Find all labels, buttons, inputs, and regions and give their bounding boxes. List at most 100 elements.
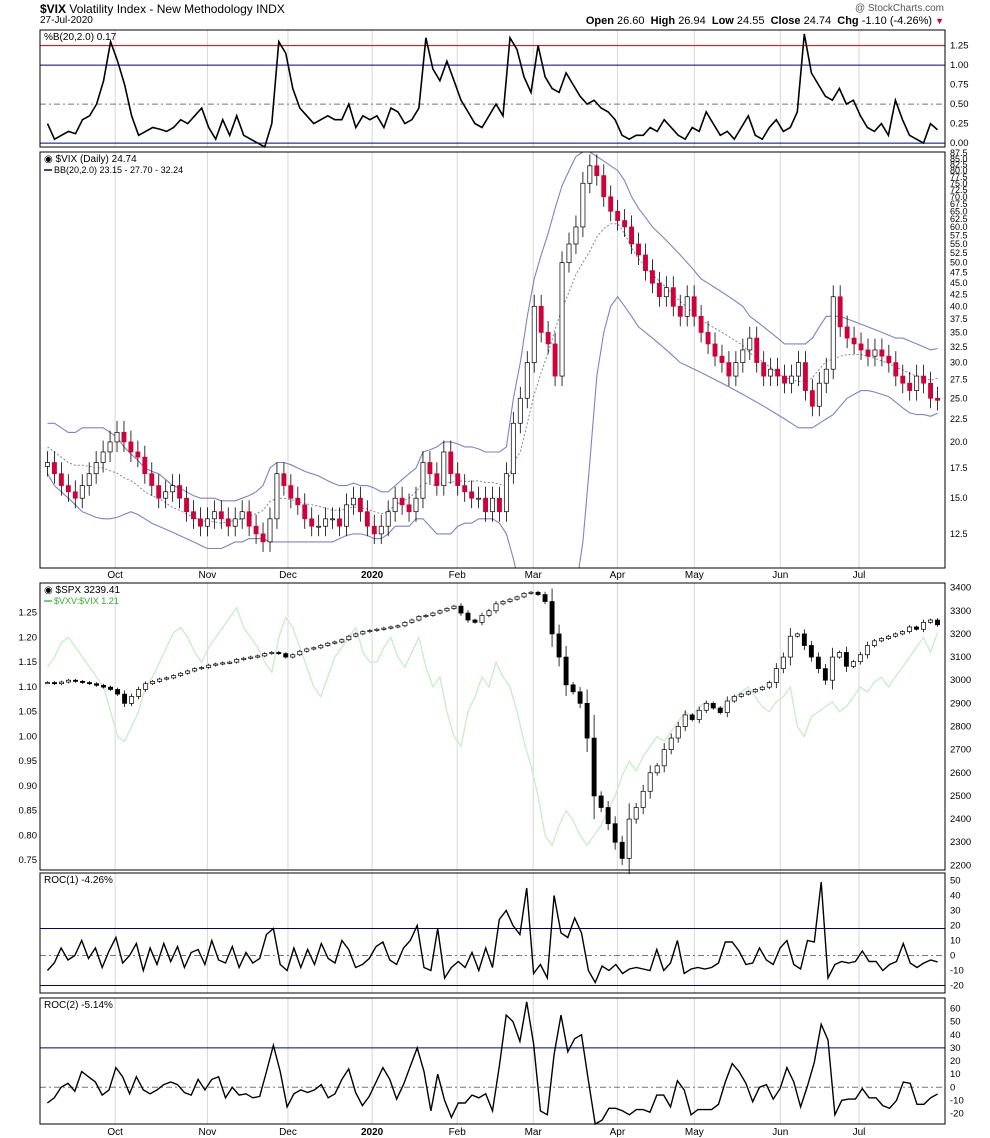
candle-up <box>269 652 275 654</box>
candle-down <box>371 525 377 535</box>
x-axis-label: Apr <box>610 570 626 581</box>
candle-up <box>696 709 702 720</box>
candle-down <box>782 375 787 384</box>
candle-down <box>935 397 940 401</box>
candle-up <box>524 362 530 399</box>
candle-up <box>150 681 156 685</box>
vix-panel-frame <box>39 151 946 569</box>
candle-up <box>318 645 324 649</box>
candle-up <box>823 368 829 384</box>
low-label: Low <box>711 15 734 27</box>
candle-up <box>794 633 800 637</box>
candle-up <box>675 726 681 739</box>
candle-down <box>689 714 695 720</box>
candle-up <box>171 675 177 679</box>
candle-up <box>211 511 217 520</box>
candle-up <box>267 518 273 543</box>
chg-value: -1.10 (-4.26%) <box>861 15 933 27</box>
candle-down <box>619 841 625 859</box>
axis-tick-label: 30 <box>950 906 961 917</box>
candle-up <box>344 504 349 527</box>
candle-down <box>608 196 614 212</box>
candle-down <box>472 619 478 623</box>
candle-down <box>142 456 148 475</box>
axis-tick-label: 50.0 <box>950 258 968 268</box>
candle-up <box>531 305 537 363</box>
axis-tick-label-right: 3400 <box>950 583 971 594</box>
candle-down <box>535 591 541 595</box>
candle-up <box>100 451 106 463</box>
roc1-panel-frame <box>39 872 946 994</box>
candle-up <box>864 645 870 656</box>
candle-up <box>914 375 920 391</box>
candle-up <box>640 790 646 808</box>
candle-up <box>731 696 737 702</box>
axis-tick-label-right: 2700 <box>950 745 971 756</box>
candle-up <box>587 165 593 184</box>
candle-up <box>633 807 639 820</box>
candle-up <box>493 603 499 612</box>
candle-up <box>409 619 415 623</box>
candle-up <box>682 714 688 727</box>
spx-panel-frame <box>39 582 946 871</box>
candle-down <box>253 525 259 535</box>
candle-up <box>350 497 356 506</box>
axis-tick-label: 27.5 <box>950 375 968 385</box>
x-axis-label-bottom: Dec <box>279 1127 297 1138</box>
candle-up <box>733 362 739 377</box>
x-axis-label-bottom: Oct <box>107 1127 123 1138</box>
candle-up <box>451 605 457 609</box>
axis-tick-label: 75.0 <box>950 178 968 188</box>
candle-down <box>914 626 919 630</box>
candle-down <box>717 707 723 713</box>
candle-down <box>615 210 621 221</box>
candle-down <box>822 668 828 681</box>
candle-up <box>740 349 746 363</box>
axis-tick-label: 55.0 <box>950 239 968 249</box>
candle-up <box>476 497 482 500</box>
axis-tick-label: 42.5 <box>950 289 968 299</box>
axis-tick-label: 1.25 <box>950 41 969 52</box>
axis-tick-label: 50 <box>950 876 961 887</box>
ratio-legend: $VXV:$VIX 1.21 <box>54 596 119 606</box>
candle-up <box>232 518 238 527</box>
candle-up <box>234 659 240 663</box>
candle-down <box>761 362 767 377</box>
candle-down <box>545 332 551 345</box>
axis-tick-label-right: 3200 <box>950 629 971 640</box>
candle-down <box>712 343 718 357</box>
candle-down <box>698 315 704 333</box>
axis-tick-label-right: 2600 <box>950 768 971 779</box>
candle-down <box>427 462 433 475</box>
candle-down <box>726 362 732 377</box>
axis-tick-label: 30 <box>950 1043 961 1054</box>
axis-tick-label-left: 0.80 <box>19 830 38 841</box>
candle-down <box>364 511 370 527</box>
axis-tick-label-right: 2300 <box>950 837 971 848</box>
candle-up <box>510 422 516 475</box>
candle-up <box>703 703 709 711</box>
candle-up <box>780 656 786 669</box>
candle-down <box>754 337 760 363</box>
candle-down <box>801 633 807 646</box>
bb-legend: BB(20,2.0) 23.15 - 27.70 - 32.24 <box>54 165 183 175</box>
axis-tick-label: 87.5 <box>950 148 968 158</box>
candle-down <box>288 485 294 499</box>
axis-tick-label: 0 <box>950 1082 955 1093</box>
candle-up <box>503 473 509 513</box>
chg-down-icon: ▼ <box>935 16 944 26</box>
candle-up <box>521 593 527 598</box>
candle-down <box>58 473 64 486</box>
candle-down <box>337 518 342 527</box>
candle-down <box>52 682 57 685</box>
candle-up <box>332 641 338 644</box>
candle-up <box>423 615 429 617</box>
chart-date: 27-Jul-2020 <box>40 15 93 26</box>
axis-tick-label-left: 1.20 <box>19 632 38 643</box>
axis-tick-label-left: 1.15 <box>19 657 38 668</box>
candle-up <box>227 661 233 664</box>
candle-down <box>809 390 815 407</box>
axis-tick-label: 20 <box>950 1056 961 1067</box>
x-axis-label: Dec <box>279 570 297 581</box>
axis-tick-label: 20 <box>950 921 961 932</box>
